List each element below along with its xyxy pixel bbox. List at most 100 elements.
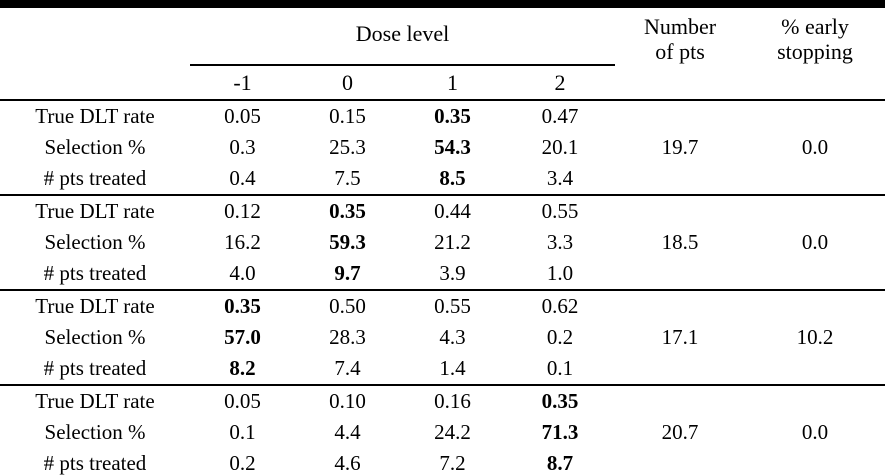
scenario-3-pts-treated-dose--1: 8.2	[229, 356, 256, 381]
empty-cell	[615, 289, 746, 322]
number-of-pts-line1: Number	[643, 14, 717, 39]
scenario-1-number-of-pts: 19.7	[661, 135, 699, 160]
scenario-2-early-stopping: 0.0	[801, 230, 829, 255]
scenario-1-true-dlt-rate-dose--1: 0.05	[190, 99, 295, 132]
number-of-pts-line2: of pts	[655, 39, 705, 65]
empty-cell	[745, 384, 885, 417]
dose-level-header: Dose level	[190, 4, 616, 66]
header-row-group: Dose level Number of pts % early stoppin…	[0, 4, 885, 101]
row-label-selection-pct: Selection %	[44, 325, 146, 350]
scenario-4-true-dlt-rate-dose-1: 0.16	[400, 384, 505, 417]
scenario-1-early-stopping: 0.0	[801, 135, 829, 160]
scenario-3-true-dlt-rate-dose--1: 0.35	[190, 289, 295, 322]
scenario-3-true-dlt-rate-dose-1: 0.55	[400, 289, 505, 322]
early-stopping-line2: stopping	[777, 39, 853, 65]
scenario-4-pts-treated-dose-2: 8.7	[546, 451, 574, 476]
row-label-selection-pct: Selection %	[44, 135, 146, 160]
scenario-3-true-dlt-rate-dose-0: 0.50	[295, 289, 400, 322]
empty-cell	[745, 448, 885, 476]
dose-column-header-0: 0	[295, 65, 400, 101]
scenario-3-row-selection-pct: Selection % 57.0 28.3 4.3 0.2 17.1 10.2	[0, 322, 885, 353]
row-label-selection-pct: Selection %	[44, 230, 146, 255]
scenario-2-row-selection-pct: Selection % 16.2 59.3 21.2 3.3 18.5 0.0	[0, 227, 885, 258]
scenario-1-true-dlt-rate-dose-0: 0.15	[295, 99, 400, 132]
dose-column-header-2: 2	[505, 65, 616, 101]
row-label-true-dlt-rate: True DLT rate	[0, 99, 190, 132]
empty-cell	[745, 99, 885, 132]
row-label-pts-treated: # pts treated	[43, 261, 147, 286]
scenario-4-pts-treated-dose--1: 0.2	[229, 451, 256, 476]
scenario-2-pts-treated-dose-2: 1.0	[546, 261, 574, 286]
scenario-1-row-selection-pct: Selection % 0.3 25.3 54.3 20.1 19.7 0.0	[0, 132, 885, 163]
row-label-pts-treated: # pts treated	[43, 451, 147, 476]
dose-column-header-1: 1	[400, 65, 505, 101]
scenario-1-pts-treated-dose-1: 8.5	[439, 166, 466, 191]
scenario-2-true-dlt-rate-dose-2: 0.55	[505, 194, 616, 227]
scenario-1-row-true-dlt-rate: True DLT rate 0.05 0.15 0.35 0.47	[0, 99, 885, 132]
scenario-3-early-stopping: 10.2	[796, 325, 834, 350]
scenario-4-selection-pct-dose-1: 24.2	[434, 420, 471, 445]
scenario-2-row-pts-treated: # pts treated 4.0 9.7 3.9 1.0	[0, 258, 885, 290]
empty-cell	[615, 99, 746, 132]
scenario-3-row-pts-treated: # pts treated 8.2 7.4 1.4 0.1	[0, 353, 885, 385]
corner-empty-cell	[0, 4, 190, 101]
scenario-1-selection-pct-dose-2: 20.1	[541, 135, 579, 160]
scenario-1-selection-pct-dose--1: 0.3	[229, 135, 256, 160]
scenario-2-selection-pct-dose-1: 21.2	[434, 230, 471, 255]
scenario-1-pts-treated-dose--1: 0.4	[229, 166, 256, 191]
number-of-pts-header: Number of pts	[615, 4, 746, 101]
row-label-true-dlt-rate: True DLT rate	[0, 384, 190, 417]
scenario-4-early-stopping: 0.0	[801, 420, 829, 445]
scenario-2-true-dlt-rate-dose--1: 0.12	[190, 194, 295, 227]
row-label-pts-treated: # pts treated	[43, 356, 147, 381]
table-body: True DLT rate 0.05 0.15 0.35 0.47 Selection %…	[0, 99, 885, 476]
scenario-2-selection-pct-dose--1: 16.2	[224, 230, 261, 255]
scenario-2-pts-treated-dose-0: 9.7	[334, 261, 361, 286]
scenario-1-row-pts-treated: # pts treated 0.4 7.5 8.5 3.4	[0, 163, 885, 195]
row-label-true-dlt-rate: True DLT rate	[0, 289, 190, 322]
empty-cell	[615, 353, 745, 385]
scenario-3-pts-treated-dose-0: 7.4	[334, 356, 361, 381]
empty-cell	[745, 258, 885, 290]
scenario-3-row-true-dlt-rate: True DLT rate 0.35 0.50 0.55 0.62	[0, 289, 885, 322]
dose-column-header-minus1: -1	[190, 65, 295, 101]
scenario-3-pts-treated-dose-2: 0.1	[546, 356, 574, 381]
scenario-4-selection-pct-dose-2: 71.3	[541, 420, 579, 445]
scenario-2-true-dlt-rate-dose-0: 0.35	[295, 194, 400, 227]
scenario-3-pts-treated-dose-1: 1.4	[439, 356, 466, 381]
scenario-3-selection-pct-dose-1: 4.3	[439, 325, 466, 350]
scenario-2-pts-treated-dose-1: 3.9	[439, 261, 466, 286]
scenario-3-selection-pct-dose-2: 0.2	[546, 325, 574, 350]
empty-cell	[615, 163, 745, 195]
scenario-2-selection-pct-dose-0: 59.3	[329, 230, 366, 255]
scenario-4-pts-treated-dose-0: 4.6	[334, 451, 361, 476]
scenario-2-row-true-dlt-rate: True DLT rate 0.12 0.35 0.44 0.55	[0, 194, 885, 227]
row-label-selection-pct: Selection %	[44, 420, 146, 445]
table-header: Dose level Number of pts % early stoppin…	[0, 4, 885, 101]
row-label-pts-treated: # pts treated	[43, 166, 147, 191]
scenario-4-selection-pct-dose--1: 0.1	[229, 420, 256, 445]
scenario-2-number-of-pts: 18.5	[661, 230, 699, 255]
empty-cell	[745, 289, 885, 322]
early-stopping-line1: % early	[781, 14, 849, 39]
scenario-1-selection-pct-dose-1: 54.3	[434, 135, 471, 160]
scenario-1-selection-pct-dose-0: 25.3	[329, 135, 366, 160]
scenario-3-number-of-pts: 17.1	[661, 325, 699, 350]
scenario-2-pts-treated-dose--1: 4.0	[229, 261, 256, 286]
scenario-4-true-dlt-rate-dose--1: 0.05	[190, 384, 295, 417]
scenario-3-selection-pct-dose--1: 57.0	[224, 325, 261, 350]
empty-cell	[745, 353, 885, 385]
scenario-1-true-dlt-rate-dose-1: 0.35	[400, 99, 505, 132]
scenario-3-selection-pct-dose-0: 28.3	[329, 325, 366, 350]
scenario-4-true-dlt-rate-dose-0: 0.10	[295, 384, 400, 417]
scenario-4-true-dlt-rate-dose-2: 0.35	[505, 384, 616, 417]
scenario-2-true-dlt-rate-dose-1: 0.44	[400, 194, 505, 227]
scenario-2-selection-pct-dose-2: 3.3	[546, 230, 574, 255]
scenario-4-selection-pct-dose-0: 4.4	[334, 420, 361, 445]
empty-cell	[615, 258, 745, 290]
scenario-4-row-selection-pct: Selection % 0.1 4.4 24.2 71.3 20.7 0.0	[0, 417, 885, 448]
scenario-1-pts-treated-dose-2: 3.4	[546, 166, 574, 191]
early-stopping-header: % early stopping	[745, 4, 885, 101]
scenario-4-pts-treated-dose-1: 7.2	[439, 451, 466, 476]
